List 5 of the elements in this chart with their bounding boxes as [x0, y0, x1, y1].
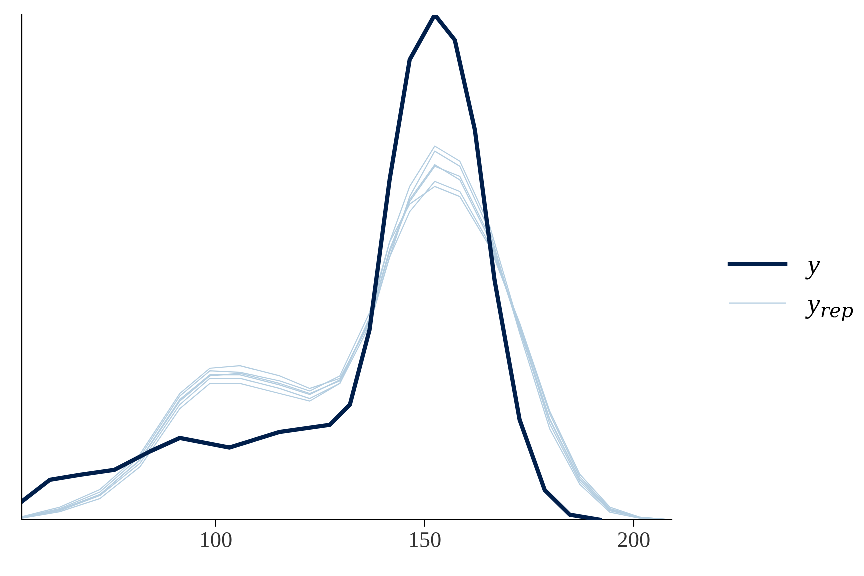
legend-label: y [805, 261, 820, 280]
x-tick-label: 100 [201, 532, 232, 548]
x-tick-label: 200 [618, 532, 650, 548]
legend-label: y$_{rep}$ [805, 300, 854, 322]
x-tick-label: 150 [410, 532, 441, 548]
